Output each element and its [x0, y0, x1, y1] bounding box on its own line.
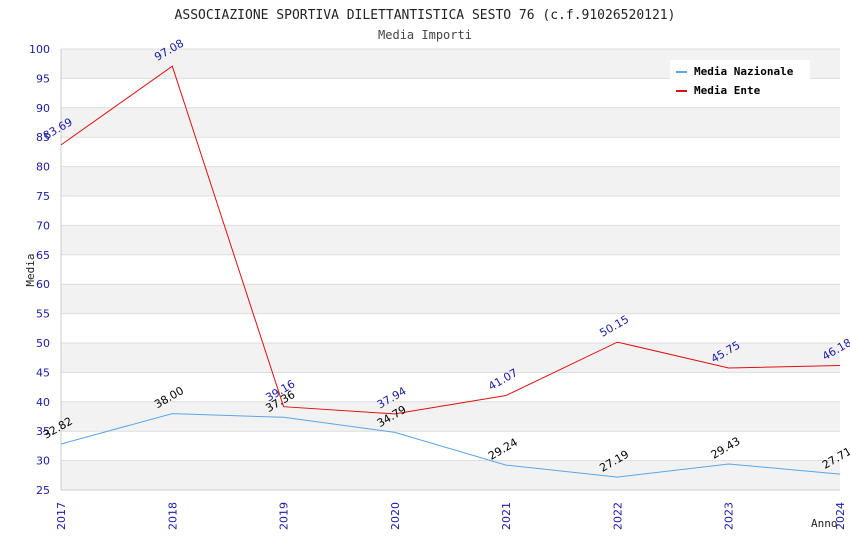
x-axis-label: Anno — [811, 517, 838, 530]
legend: Media Nazionale Media Ente — [670, 60, 810, 102]
y-tick-label: 25 — [36, 484, 50, 497]
x-tick-label: 2023 — [723, 502, 736, 530]
y-tick-label: 65 — [36, 249, 50, 262]
x-tick-label: 2019 — [278, 502, 291, 530]
grid-band — [61, 225, 840, 255]
data-label: 50.15 — [597, 313, 631, 340]
grid-band — [61, 284, 840, 314]
legend-label-media-nazionale: Media Nazionale — [694, 65, 794, 78]
x-axis-ticks: 2017 2018 2019 2020 2021 2022 2023 2024 — [55, 502, 847, 530]
y-tick-label: 60 — [36, 278, 50, 291]
grid-band — [61, 107, 840, 138]
grid-band — [61, 166, 840, 196]
y-tick-label: 95 — [36, 72, 50, 85]
grid-lines — [61, 48, 840, 491]
y-tick-label: 90 — [36, 102, 50, 115]
y-axis-label: Media — [24, 253, 37, 286]
x-tick-label: 2022 — [611, 502, 624, 530]
grid-bands — [61, 49, 840, 490]
y-tick-label: 70 — [36, 219, 50, 232]
y-tick-label: 45 — [36, 366, 50, 379]
data-label: 29.24 — [486, 436, 520, 463]
series-line-media-ente — [60, 65, 841, 415]
data-label: 32.82 — [41, 415, 75, 442]
y-tick-label: 35 — [36, 425, 50, 438]
y-tick-label: 75 — [36, 190, 50, 203]
series-lines — [60, 65, 841, 478]
y-tick-label: 30 — [36, 455, 50, 468]
grid-band — [61, 401, 840, 432]
x-tick-label: 2018 — [166, 502, 179, 530]
y-tick-label: 100 — [29, 43, 50, 56]
x-tick-label: 2021 — [500, 502, 513, 530]
y-tick-label: 40 — [36, 396, 50, 409]
y-tick-label: 85 — [36, 131, 50, 144]
x-tick-label: 2024 — [834, 502, 847, 530]
data-label: 29.43 — [709, 435, 743, 462]
legend-label-media-ente: Media Ente — [694, 84, 761, 97]
series-line-media-nazionale — [60, 413, 841, 478]
y-tick-label: 55 — [36, 308, 50, 321]
x-tick-label: 2020 — [389, 502, 402, 530]
chart-title: ASSOCIAZIONE SPORTIVA DILETTANTISTICA SE… — [175, 8, 676, 23]
chart-subtitle: Media Importi — [378, 28, 472, 42]
y-axis-ticks: 25 30 35 40 45 50 55 60 65 70 75 80 85 90 95 100 — [29, 43, 50, 497]
x-tick-label: 2017 — [55, 502, 68, 530]
grid-band — [61, 460, 840, 490]
y-tick-label: 50 — [36, 337, 50, 350]
y-tick-label: 80 — [36, 161, 50, 174]
legend-box — [670, 60, 810, 102]
grid-band — [61, 343, 840, 373]
